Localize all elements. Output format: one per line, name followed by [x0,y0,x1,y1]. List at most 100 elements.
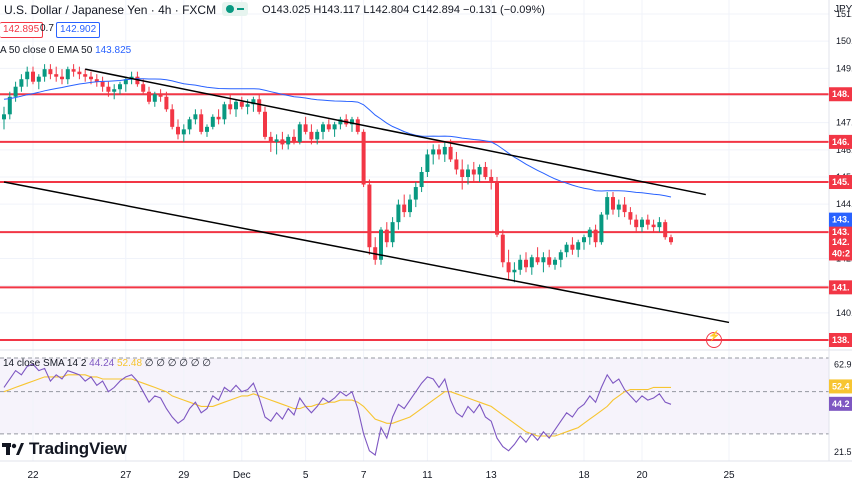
candle-body[interactable] [268,136,273,142]
candle-body[interactable] [355,119,360,132]
candle-body[interactable] [338,119,343,125]
candle-body[interactable] [529,257,534,268]
trendline[interactable] [85,68,706,196]
candle-body[interactable] [489,177,494,183]
candle-body[interactable] [292,136,296,142]
candle-body[interactable] [286,136,291,145]
candle-body[interactable] [483,166,488,177]
candle-body[interactable] [500,234,505,263]
sell-button[interactable]: 142.895 [0,22,44,38]
candle-body[interactable] [477,166,482,175]
candle-body[interactable] [425,154,430,172]
candle-body[interactable] [350,119,354,125]
candle-body[interactable] [181,129,186,135]
candle-body[interactable] [94,79,99,82]
price-axis[interactable]: 151.0150.2149.148.147.146.145.144.143.14… [829,9,852,457]
candle-body[interactable] [524,259,528,268]
candle-body[interactable] [628,212,633,220]
candle-body[interactable] [54,74,59,77]
candle-body[interactable] [65,69,70,80]
candle-body[interactable] [176,126,180,135]
candle-body[interactable] [448,146,453,160]
candle-body[interactable] [42,69,47,77]
candle-body[interactable] [518,259,523,270]
candle-body[interactable] [657,222,662,228]
candle-body[interactable] [564,244,569,253]
candle-body[interactable] [193,114,198,120]
candle-body[interactable] [471,169,476,175]
candle-body[interactable] [25,71,30,80]
candle-body[interactable] [280,139,285,145]
candle-body[interactable] [384,229,389,243]
trendline[interactable] [3,181,730,324]
candle-body[interactable] [442,146,447,155]
rsi-legend[interactable]: 14 close SMA 14 2 44.24 52.48 ∅ ∅ ∅ ∅ ∅ … [3,358,211,369]
candle-body[interactable] [36,76,41,82]
candle-body[interactable] [390,222,395,243]
candle-body[interactable] [605,197,610,215]
time-axis[interactable]: 22 27 29 Dec 5 7 11 13 18 20 25 [27,470,735,481]
candle-body[interactable] [408,199,412,213]
candle-body[interactable] [263,111,267,137]
candle-body[interactable] [251,99,256,105]
candle-body[interactable] [413,187,418,200]
candle-body[interactable] [466,169,470,177]
candle-body[interactable] [118,84,122,90]
candle-body[interactable] [419,171,424,188]
candle-body[interactable] [460,169,465,177]
candle-body[interactable] [535,257,540,263]
candle-body[interactable] [123,79,128,85]
candle-body[interactable] [239,101,244,107]
ema-legend[interactable]: A 50 close 0 EMA 50 143.825 [0,45,131,56]
candle-body[interactable] [303,124,308,132]
candle-body[interactable] [89,76,93,80]
candle-body[interactable] [616,204,621,210]
candle-body[interactable] [7,96,12,115]
candle-body[interactable] [297,124,302,142]
candle-body[interactable] [402,204,407,213]
candle-body[interactable] [158,94,163,97]
candle-body[interactable] [170,109,175,127]
tradingview-logo[interactable]: TradingView [2,437,127,461]
candle-body[interactable] [309,131,314,140]
candle-body[interactable] [60,76,64,80]
candle-body[interactable] [315,131,320,140]
candle-body[interactable] [77,71,82,75]
candle-body[interactable] [645,219,650,225]
candle-body[interactable] [512,269,517,273]
candle-body[interactable] [367,184,372,248]
candle-body[interactable] [321,124,325,132]
candle-body[interactable] [587,229,592,238]
candle-body[interactable] [663,222,668,238]
candle-body[interactable] [152,94,157,102]
candle-body[interactable] [71,69,76,72]
candle-body[interactable] [19,79,24,87]
buy-button[interactable]: 142.902 [56,22,101,38]
candle-body[interactable] [31,71,35,82]
candle-body[interactable] [396,204,401,223]
candle-body[interactable] [332,124,337,130]
candle-body[interactable] [553,259,557,265]
visibility-toggle[interactable] [222,2,248,16]
candle-body[interactable] [245,104,250,107]
candle-body[interactable] [593,229,598,243]
candle-body[interactable] [634,219,639,228]
symbol-title[interactable]: U.S. Dollar / Japanese Yen · 4h · FXCM [4,3,217,17]
candle-body[interactable] [222,104,227,120]
candle-body[interactable] [506,262,511,273]
candle-body[interactable] [640,219,644,228]
candle-body[interactable] [274,139,279,142]
candle-body[interactable] [147,91,151,102]
candle-body[interactable] [547,257,552,265]
candle-body[interactable] [379,229,383,260]
candle-body[interactable] [216,116,221,120]
candle-body[interactable] [558,252,563,260]
candle-body[interactable] [622,204,627,213]
candle-body[interactable] [164,96,169,110]
candle-body[interactable] [582,237,586,243]
candle-body[interactable] [187,119,192,130]
candle-body[interactable] [234,101,238,110]
candle-body[interactable] [106,86,111,92]
candle-body[interactable] [205,126,209,132]
